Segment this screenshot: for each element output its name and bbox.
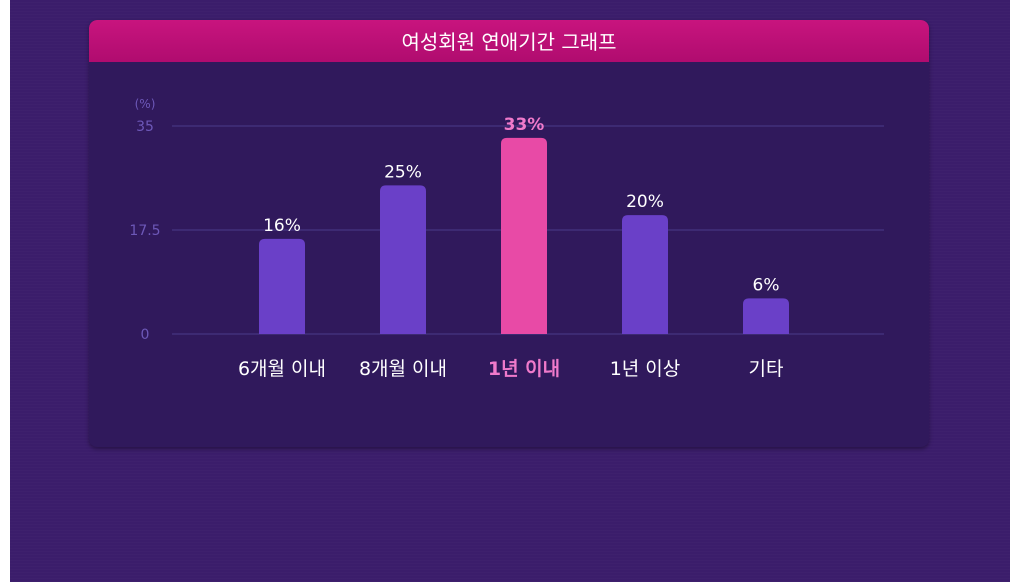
page-background: 여성회원 연애기간 그래프 (%) 35 17.5 0 16% 6개월 이내 25% 8개월 … [10, 0, 1010, 582]
bar [743, 298, 789, 334]
x-category-label: 8개월 이내 [359, 358, 447, 380]
bar-chart: (%) 35 17.5 0 16% 6개월 이내 25% 8개월 이내 33% 1년 이내 20% 1… [129, 97, 884, 380]
y-tick-label: 17.5 [129, 223, 160, 239]
bar [380, 185, 426, 334]
x-category-label: 6개월 이내 [238, 358, 326, 380]
y-axis-unit-label: (%) [135, 97, 156, 111]
y-tick-label: 35 [136, 119, 154, 135]
bar-value-label: 25% [384, 162, 422, 182]
bar [622, 215, 668, 334]
y-tick-label: 0 [141, 327, 150, 343]
chart-panel: 여성회원 연애기간 그래프 (%) 35 17.5 0 16% 6개월 이내 25% 8개월 … [89, 20, 929, 447]
x-category-label: 기타 [749, 358, 784, 380]
bar-value-label: 6% [753, 275, 780, 295]
x-category-label: 1년 이내 [488, 358, 560, 380]
bar-value-label: 33% [504, 115, 545, 135]
bar-value-label: 20% [626, 192, 664, 212]
x-category-label: 1년 이상 [610, 358, 681, 380]
bar-value-label: 16% [263, 216, 301, 236]
bar [259, 238, 305, 334]
chart-title: 여성회원 연애기간 그래프 [89, 20, 929, 62]
bar [501, 137, 547, 334]
